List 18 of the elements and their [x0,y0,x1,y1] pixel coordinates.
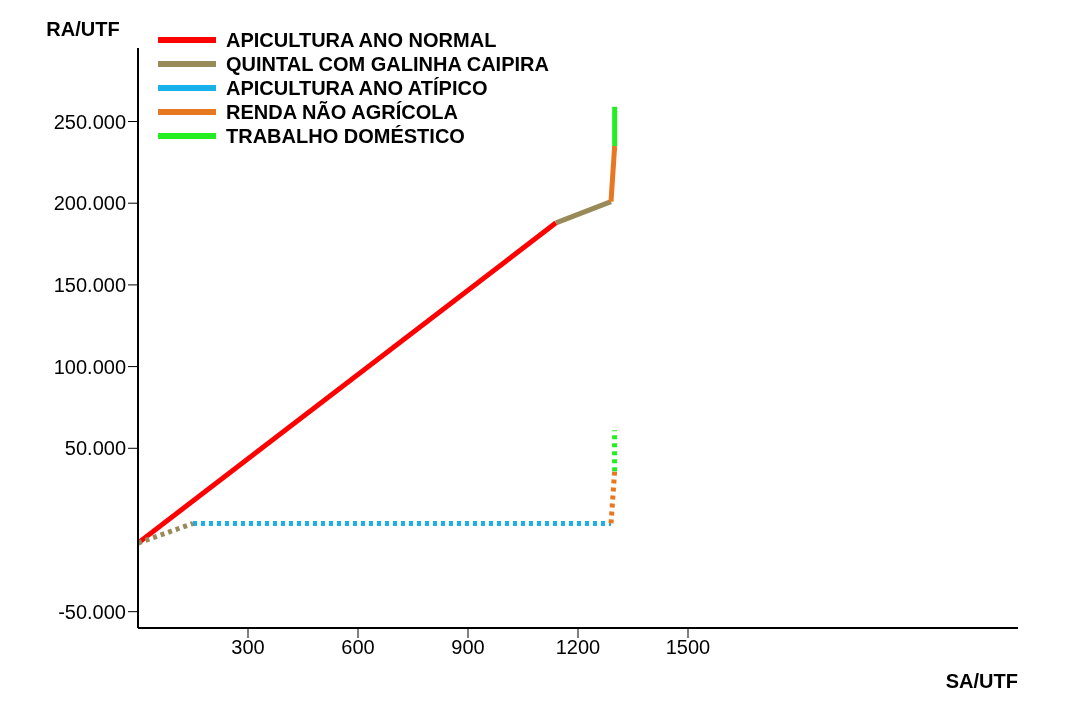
y-tick-label: 50.000 [64,437,126,460]
legend-label: APICULTURA ANO NORMAL [226,28,497,52]
legend-label: QUINTAL COM GALINHA CAIPIRA [226,52,549,76]
y-tick-label: 250.000 [53,110,126,133]
x-tick-label: 600 [341,636,375,659]
y-tick-label: 200.000 [53,192,126,215]
y-tick-label: 150.000 [53,274,126,296]
legend-label: TRABALHO DOMÉSTICO [226,124,465,148]
x-axis-title: SA/UTF [945,670,1018,692]
x-tick-label: 1500 [665,636,711,659]
x-tick-label: 300 [231,636,265,659]
legend-label: RENDA NÃO AGRÍCOLA [226,100,458,124]
legend-label: APICULTURA ANO ATÍPICO [226,76,488,100]
x-tick-label: 1200 [555,636,601,659]
y-tick-label: -50.000 [58,600,126,623]
y-axis-title: RA/UTF [46,18,120,40]
y-tick-label: 100.000 [53,355,126,378]
x-tick-label: 900 [451,636,485,659]
